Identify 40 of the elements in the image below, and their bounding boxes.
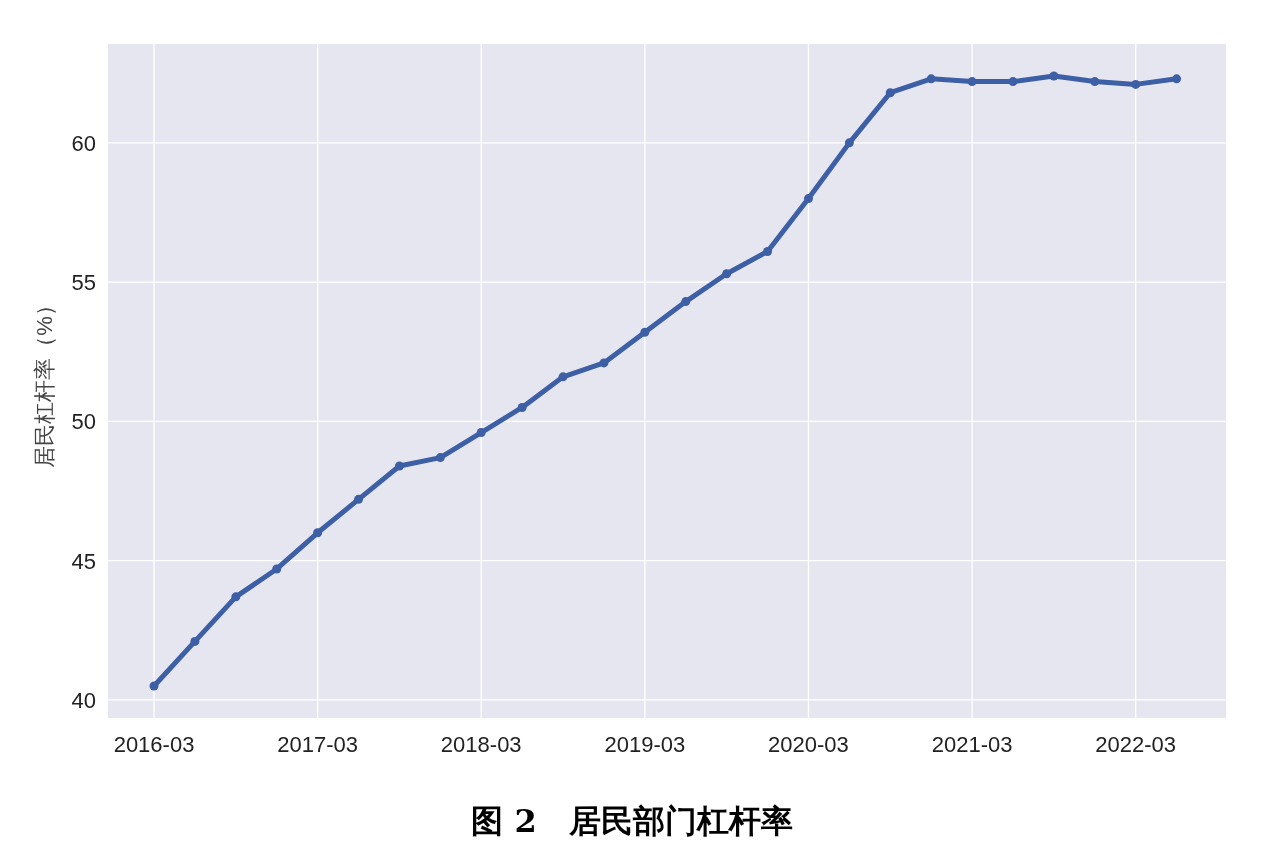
text: 图 2 居民部门杠杆率: [471, 802, 793, 840]
x-tick-label: 2021-03: [931, 732, 1013, 757]
point: [803, 194, 813, 204]
point: [844, 138, 854, 148]
y-tick-label: 60: [71, 130, 96, 156]
point: [640, 327, 650, 337]
point: [394, 461, 404, 471]
point: [1090, 77, 1100, 87]
x-tick-label: 2022-03: [1095, 732, 1177, 757]
point: [558, 372, 568, 382]
x-tick-label: 2019-03: [604, 732, 686, 757]
point: [231, 592, 241, 602]
point: [926, 74, 936, 84]
point: [1008, 77, 1018, 87]
y-tick-label: 55: [71, 270, 96, 296]
point: [313, 528, 323, 538]
x-tick-label: 2016-03: [113, 732, 195, 757]
point: [476, 428, 486, 438]
point: [517, 402, 527, 412]
point: [1172, 74, 1182, 84]
y-tick-label: 40: [71, 687, 96, 713]
y-axis-title: 居民杠杆率（%）: [32, 294, 57, 468]
point: [885, 88, 895, 98]
point: [967, 77, 977, 87]
x-tick-label: 2018-03: [440, 732, 522, 757]
point: [722, 269, 732, 279]
x-tick-label: 2017-03: [277, 732, 358, 757]
y-tick-label: 50: [71, 409, 96, 435]
point: [681, 297, 691, 307]
point: [272, 564, 282, 574]
x-tick-label: 2020-03: [768, 732, 849, 757]
point: [1049, 71, 1059, 81]
point: [435, 453, 445, 463]
y-tick-label: 45: [71, 548, 96, 574]
point: [1131, 79, 1141, 89]
point: [763, 246, 773, 256]
point: [190, 636, 200, 646]
point: [354, 494, 364, 504]
point: [149, 681, 159, 691]
point: [599, 358, 609, 368]
